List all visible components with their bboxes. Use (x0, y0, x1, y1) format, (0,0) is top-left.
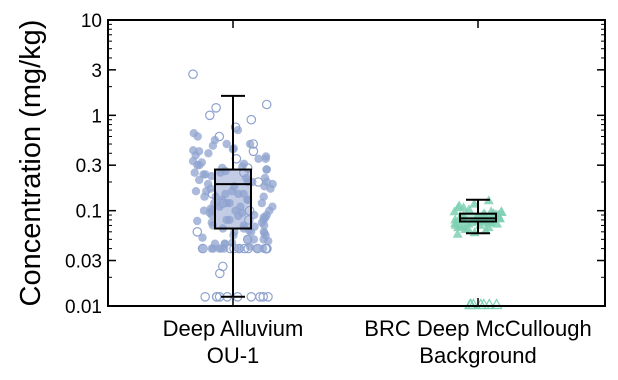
detect-point-0-95 (191, 151, 200, 160)
detect-point-0-109 (247, 227, 256, 236)
detect-point-0-110 (259, 235, 268, 244)
detect-point-1-53 (449, 206, 460, 216)
detect-point-0-103 (257, 198, 267, 208)
points-layer (188, 69, 507, 310)
nondetect-point-0-40 (246, 291, 257, 302)
ticks-layer (108, 19, 605, 307)
detect-point-0-61 (208, 141, 218, 150)
detect-point-0-111 (220, 239, 230, 248)
y-tick-label-0: 10 (81, 11, 102, 32)
detect-point-0-38 (252, 244, 261, 253)
category-label-1-line2: Background (419, 343, 536, 368)
y-tick-label-1: 3 (91, 61, 102, 82)
y-tick-label-6: 0.01 (65, 297, 102, 318)
nondetect-point-0-38 (263, 291, 273, 302)
detect-point-0-39 (259, 244, 268, 253)
nondetect-point-1-1 (490, 298, 503, 310)
detect-point-1-47 (492, 218, 503, 228)
category-label-0-line2: OU-1 (207, 343, 260, 368)
detect-point-1-33 (460, 224, 471, 233)
y-tick-label-5: 0.03 (65, 252, 102, 273)
detect-point-0-98 (199, 170, 208, 179)
nondetect-point-0-34 (200, 291, 210, 302)
detect-point-0-97 (262, 165, 271, 174)
detect-point-0-90 (193, 216, 202, 226)
detect-point-0-78 (239, 159, 249, 168)
detect-point-0-93 (245, 139, 255, 149)
detect-point-0-102 (259, 192, 268, 201)
nondetect-point-0-1 (261, 99, 272, 110)
detect-point-0-34 (235, 244, 245, 253)
detect-point-1-3 (464, 204, 474, 214)
detect-point-1-1 (469, 198, 480, 208)
detect-point-0-81 (260, 173, 270, 183)
detect-point-0-49 (200, 192, 209, 201)
detect-point-0-55 (260, 221, 269, 230)
detect-point-0-58 (249, 235, 259, 244)
detect-point-0-88 (205, 208, 214, 217)
box-0 (214, 168, 252, 230)
detect-point-0-73 (260, 229, 269, 238)
detect-point-1-34 (480, 225, 491, 235)
nondetect-point-1-6 (464, 298, 477, 310)
detect-point-0-60 (189, 129, 198, 138)
box-layer (214, 94, 497, 298)
nondetect-point-0-2 (211, 103, 221, 113)
detect-point-0-80 (190, 168, 199, 177)
detect-point-0-40 (197, 244, 207, 253)
detect-point-0-74 (198, 233, 207, 242)
detect-point-1-50 (452, 222, 463, 232)
detect-point-0-100 (260, 182, 269, 191)
detect-point-1-43 (450, 214, 461, 224)
nondetect-point-0-4 (246, 114, 257, 125)
nondetect-point-0-31 (215, 268, 225, 279)
detect-point-0-70 (259, 213, 268, 222)
y-axis-title: Concentration (mg/kg) (15, 20, 47, 307)
plot-frame (107, 19, 606, 307)
nondetect-point-0-0 (188, 69, 198, 79)
nondetect-point-0-8 (248, 146, 259, 157)
detect-point-0-32 (245, 242, 254, 251)
detect-point-0-77 (261, 152, 271, 161)
nondetect-point-0-17 (192, 227, 203, 237)
detect-point-0-105 (265, 206, 274, 215)
category-label-0-line1: Deep Alluvium (163, 316, 304, 341)
detect-point-0-106 (250, 210, 259, 220)
detect-point-1-36 (452, 228, 463, 238)
detect-point-0-5 (204, 149, 213, 158)
detect-point-0-4 (222, 139, 231, 149)
nondetect-point-0-37 (211, 291, 222, 302)
nondetect-point-1-5 (483, 298, 496, 310)
nondetect-point-0-41 (258, 291, 268, 302)
detect-point-0-65 (207, 172, 216, 181)
detect-point-0-101 (191, 187, 201, 196)
detect-point-0-2 (233, 125, 243, 135)
y-tick-label-3: 0.3 (76, 156, 102, 177)
detect-point-0-29 (243, 235, 253, 244)
detect-point-0-41 (254, 154, 263, 163)
category-label-1-line1: BRC Deep McCullough (364, 316, 591, 341)
y-tick-label-4: 0.1 (76, 202, 102, 223)
y-tick-label-2: 1 (91, 106, 102, 127)
nondetect-point-0-3 (205, 110, 215, 121)
detect-point-0-82 (203, 179, 213, 189)
detect-point-0-112 (207, 244, 216, 253)
detect-point-0-96 (197, 158, 206, 167)
